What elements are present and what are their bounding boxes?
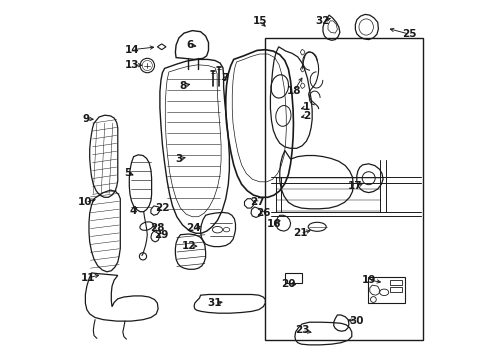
Text: 10: 10 (78, 197, 92, 207)
Text: 28: 28 (150, 222, 164, 233)
Text: 15: 15 (252, 16, 266, 26)
Bar (367, 277, 405, 303)
Text: 14: 14 (124, 45, 139, 55)
Text: 16: 16 (266, 219, 281, 229)
Text: 8: 8 (179, 81, 186, 91)
Bar (389, 280, 401, 285)
Text: 20: 20 (281, 279, 295, 289)
Text: 1: 1 (302, 102, 309, 112)
Bar (284, 273, 302, 283)
Text: 23: 23 (294, 325, 309, 336)
Text: 24: 24 (186, 222, 200, 233)
Text: 27: 27 (249, 197, 264, 207)
Text: 11: 11 (81, 273, 95, 283)
Text: 26: 26 (255, 208, 270, 218)
Bar (265, 38, 422, 340)
Text: 21: 21 (292, 228, 307, 238)
Bar (389, 287, 401, 292)
Text: 22: 22 (155, 203, 169, 213)
Text: 19: 19 (361, 275, 375, 285)
Text: 13: 13 (124, 60, 139, 70)
Text: 7: 7 (221, 73, 228, 84)
Text: 3: 3 (175, 154, 182, 164)
Text: 5: 5 (123, 168, 131, 178)
Text: 17: 17 (347, 181, 362, 192)
Text: 4: 4 (129, 206, 136, 216)
Text: 9: 9 (82, 114, 89, 124)
Text: 6: 6 (186, 40, 193, 50)
Text: 18: 18 (286, 86, 301, 96)
Text: 31: 31 (207, 298, 222, 308)
Text: 30: 30 (348, 316, 363, 326)
Text: 2: 2 (302, 111, 309, 121)
Text: 12: 12 (181, 240, 196, 251)
Text: 25: 25 (401, 29, 416, 39)
Text: 32: 32 (315, 16, 329, 26)
Text: 29: 29 (154, 230, 168, 240)
